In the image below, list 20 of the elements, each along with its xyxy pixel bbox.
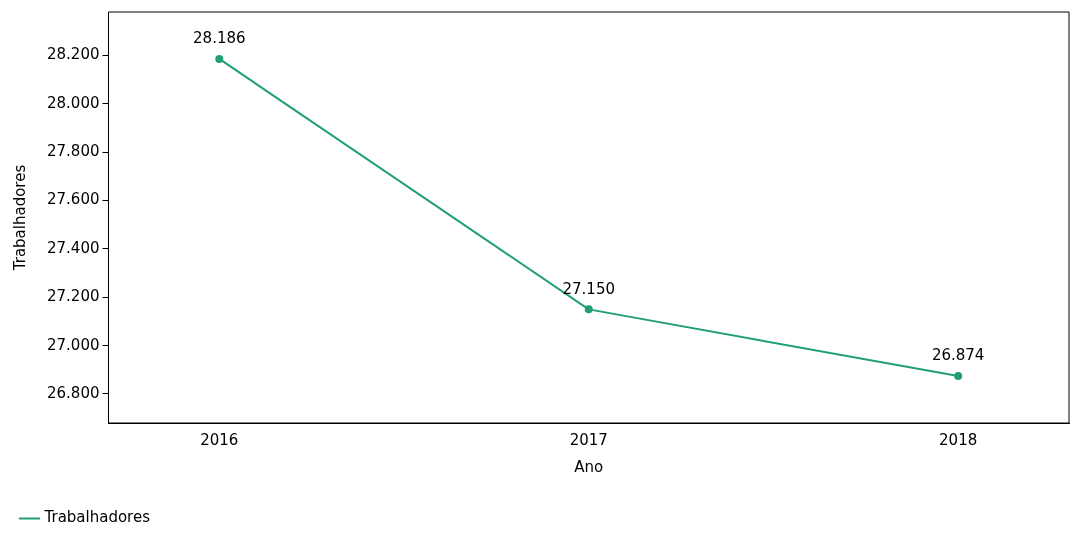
y-tick-label: 27.000 xyxy=(46,335,100,354)
y-axis-title: Trabalhadores xyxy=(10,164,29,272)
data-label: 27.150 xyxy=(562,279,615,298)
y-tick-label: 27.200 xyxy=(46,287,100,306)
data-label: 26.874 xyxy=(931,346,985,365)
x-tick-label: 2018 xyxy=(939,430,978,449)
y-tick-label: 27.600 xyxy=(46,190,100,209)
y-tick-label: 28.000 xyxy=(46,93,100,112)
point xyxy=(954,372,963,381)
x-tick-label: 2017 xyxy=(569,430,608,449)
y-tick-label: 27.400 xyxy=(46,238,100,257)
x-tick-label: 2016 xyxy=(200,430,239,449)
y-tick-label: 28.200 xyxy=(46,45,100,64)
y-tick-label: 27.800 xyxy=(46,142,100,161)
data-label: 28.186 xyxy=(193,29,246,48)
point xyxy=(215,54,224,63)
legend-label: Trabalhadores xyxy=(43,508,151,527)
x-axis-title: Ano xyxy=(574,457,604,476)
point xyxy=(584,305,593,314)
y-tick-label: 26.800 xyxy=(46,383,100,402)
